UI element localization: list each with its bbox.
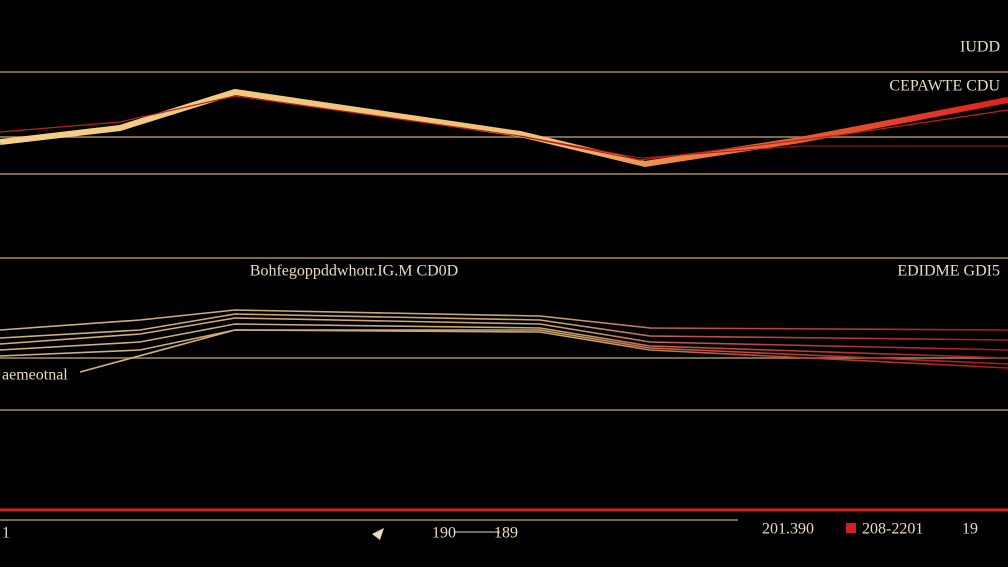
legend-label: 208-2201 bbox=[862, 521, 923, 538]
footer-tick: 190 bbox=[432, 525, 456, 542]
footer-right: 19 bbox=[962, 521, 978, 538]
legend-swatch bbox=[846, 523, 856, 533]
bundle bbox=[0, 309, 1008, 373]
wave bbox=[519, 135, 1008, 159]
header-subtitle: CEPAWTE CDU bbox=[889, 78, 1000, 95]
footer-tick: 189 bbox=[494, 525, 518, 542]
legend-label: 201.390 bbox=[762, 521, 814, 538]
middle-title: Bohfegoppddwhotr.IG.M CD0D bbox=[250, 263, 458, 280]
header-title: IUDD bbox=[960, 39, 1000, 56]
wave bbox=[0, 88, 1008, 168]
footer-left: 1 bbox=[2, 525, 10, 542]
middle-left-label: aemeotnal bbox=[2, 367, 68, 384]
pointer-icon bbox=[372, 528, 384, 540]
middle-right-label: EDIDME GDI5 bbox=[897, 263, 1000, 280]
